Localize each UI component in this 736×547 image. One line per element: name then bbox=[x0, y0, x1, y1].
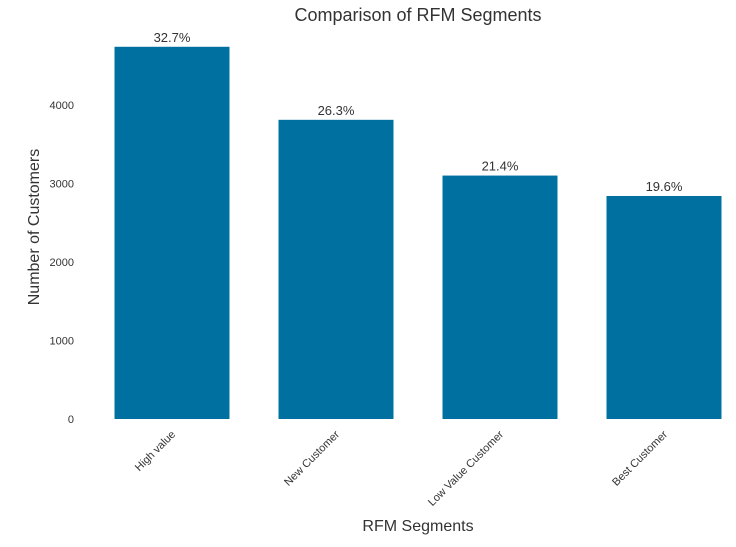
y-tick-label: 3000 bbox=[50, 178, 74, 190]
bars: 32.7% 26.3% 21.4% 19.6% bbox=[114, 30, 722, 420]
y-tick-label: 4000 bbox=[50, 100, 74, 112]
chart-title: Comparison of RFM Segments bbox=[294, 5, 541, 25]
bar bbox=[278, 119, 394, 420]
x-tick-label: Best Customer bbox=[610, 428, 670, 488]
bar-data-label: 19.6% bbox=[646, 179, 683, 194]
x-tick-label: High value bbox=[133, 429, 178, 474]
y-axis-label: Number of Customers bbox=[26, 149, 43, 306]
x-axis-label: RFM Segments bbox=[362, 518, 473, 535]
y-tick-label: 1000 bbox=[50, 335, 74, 347]
x-tick-label: Low Value Customer bbox=[426, 428, 506, 508]
x-tick-label: New Customer bbox=[282, 428, 342, 488]
y-tick-label: 2000 bbox=[50, 257, 74, 269]
bar-data-label: 32.7% bbox=[154, 30, 191, 45]
x-axis: High value New Customer Low Value Customer… bbox=[133, 428, 670, 508]
bar bbox=[606, 195, 722, 419]
bar bbox=[114, 46, 230, 419]
y-tick-label: 0 bbox=[68, 414, 74, 426]
bar-data-label: 21.4% bbox=[482, 159, 519, 174]
y-axis: 0 1000 2000 3000 4000 bbox=[50, 100, 74, 426]
bar-data-label: 26.3% bbox=[318, 103, 355, 118]
bar bbox=[442, 175, 558, 419]
